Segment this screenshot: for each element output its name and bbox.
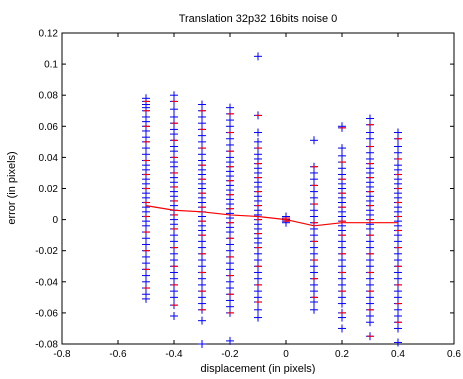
axis-ticks: -0.8 -0.6 -0.4 -0.2 0 0.2 0.4 0.6 -0.08 -0.06 -0.0…: [35, 29, 461, 361]
x-tick-label: -0.8: [53, 349, 71, 360]
x-tick-label: 0: [283, 349, 289, 360]
data-point: [254, 52, 262, 61]
data-point: [254, 128, 262, 137]
x-tick-label: 0.6: [447, 349, 461, 360]
mean-line: [145, 205, 398, 227]
data-point: [366, 318, 374, 327]
x-tick-label: -0.2: [221, 349, 239, 360]
x-axis-label: displacement (in pixels): [201, 363, 316, 374]
data-point: [338, 144, 346, 153]
data-point: [198, 316, 206, 325]
y-tick-label: 0.12: [39, 29, 59, 40]
mean-line-layer: [145, 205, 398, 227]
data-point: [338, 313, 346, 322]
x-tick-label: -0.6: [109, 349, 127, 360]
data-point: [254, 305, 262, 314]
data-point: [170, 105, 178, 114]
y-tick-label: 0.08: [39, 91, 59, 102]
y-tick-label: 0.1: [44, 60, 58, 71]
y-tick-label: -0.02: [35, 246, 58, 257]
data-point: [310, 298, 318, 307]
chart-title: Translation 32p32 16bits noise 0: [179, 13, 338, 25]
data-point: [338, 324, 346, 333]
y-tick-label: 0.06: [39, 122, 59, 133]
x-tick-label: 0.4: [391, 349, 405, 360]
data-point: [226, 336, 234, 345]
data-point: [142, 294, 150, 303]
data-point: [310, 136, 318, 145]
data-point: [198, 340, 206, 348]
data-point: [338, 299, 346, 308]
x-tick-label: -0.4: [165, 349, 183, 360]
data-point: [366, 134, 374, 143]
x-tick-label: 0.2: [335, 349, 349, 360]
data-point: [310, 305, 318, 314]
data-point: [254, 313, 262, 322]
data-point: [394, 338, 402, 347]
scatter-points: [142, 52, 402, 348]
y-tick-label: 0: [52, 215, 58, 226]
y-tick-label: 0.04: [39, 153, 59, 164]
y-tick-label: -0.04: [35, 277, 58, 288]
data-point: [170, 293, 178, 302]
y-axis-label: error (in pixels): [6, 151, 18, 224]
data-point: [170, 312, 178, 321]
y-tick-label: 0.02: [39, 184, 59, 195]
y-tick-label: -0.06: [35, 308, 58, 319]
data-point: [394, 324, 402, 333]
y-tick-label: -0.08: [35, 340, 58, 351]
